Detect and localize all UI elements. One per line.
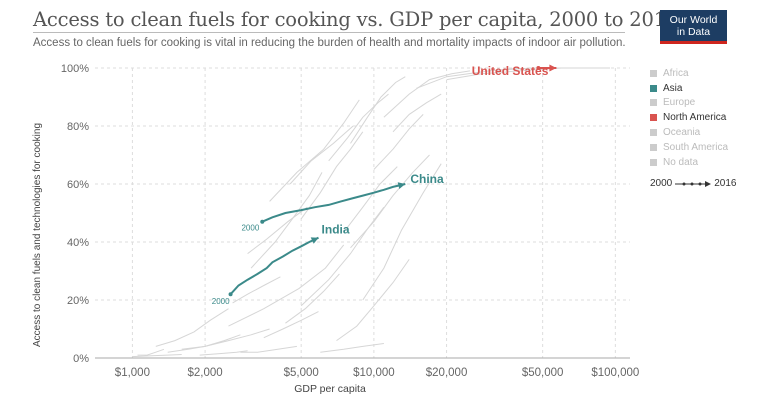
legend-item-africa[interactable]: Africa	[650, 66, 728, 81]
background-country-line	[247, 206, 308, 254]
y-axis-label: Access to clean fuels and technologies f…	[32, 123, 43, 347]
x-tick-label: $5,000	[284, 367, 319, 379]
legend-swatch	[650, 114, 657, 122]
y-tick-label: 100%	[61, 63, 89, 75]
legend-swatch	[650, 143, 657, 151]
x-tick-label: $2,000	[187, 367, 222, 379]
legend-swatch	[650, 158, 657, 166]
x-tick-label: $50,000	[522, 367, 564, 379]
background-country-line	[362, 163, 442, 301]
background-series	[132, 67, 610, 358]
highlighted-series: China 2000 India 2000 United States	[212, 64, 557, 306]
y-tick-label: 0%	[73, 353, 89, 365]
x-tick-label: $1,000	[115, 367, 150, 379]
background-country-line	[199, 350, 248, 356]
background-country-line	[137, 348, 165, 356]
owid-logo[interactable]: Our World in Data	[660, 10, 727, 44]
background-country-line	[373, 114, 424, 170]
legend-swatch	[650, 69, 657, 77]
chart-subtitle: Access to clean fuels for cooking is vit…	[33, 37, 626, 49]
background-country-line	[328, 93, 389, 162]
time-arrow-icon	[675, 180, 712, 187]
legend-item-south-america[interactable]: South America	[650, 140, 728, 155]
background-country-line	[344, 166, 398, 231]
background-country-line	[181, 328, 270, 350]
background-country-line	[228, 244, 345, 327]
background-country-line	[392, 93, 442, 133]
background-country-line	[240, 345, 297, 353]
legend-swatch	[650, 99, 657, 107]
time-legend-start: 2000	[650, 178, 673, 189]
legend-item-oceania[interactable]: Oceania	[650, 125, 728, 140]
legend-swatch	[650, 84, 657, 92]
legend-label: Asia	[663, 82, 683, 94]
x-tick-label: $100,000	[591, 367, 639, 379]
series-start-point	[260, 219, 265, 224]
axis-ticks: 0% 20% 40% 60% 80% 100% $1,000 $2,000 $5,000 $10,…	[61, 63, 639, 379]
chart-title: Access to clean fuels for cooking vs. GD…	[33, 8, 679, 31]
legend-item-no-data[interactable]: No data	[650, 155, 728, 170]
legend-label: North America	[663, 112, 727, 124]
legend-label: Oceania	[663, 127, 701, 139]
background-country-line	[263, 311, 319, 339]
time-legend: 2000 2016	[650, 178, 737, 189]
background-country-line	[446, 67, 562, 81]
series-arrow-head	[549, 64, 557, 72]
legend-item-north-america[interactable]: North America	[650, 110, 728, 125]
legend-label: Europe	[663, 97, 696, 109]
x-tick-label: $10,000	[353, 367, 395, 379]
series-start-label: 2000	[212, 297, 230, 306]
legend-label: Africa	[663, 67, 689, 79]
series-label: India	[322, 223, 350, 237]
background-country-line	[285, 273, 340, 324]
background-country-line	[350, 76, 406, 144]
legend-item-asia[interactable]: Asia	[650, 81, 728, 96]
series-arrow-head	[310, 237, 319, 244]
background-country-line	[300, 131, 364, 220]
background-country-line	[155, 308, 229, 347]
background-country-line	[383, 70, 471, 118]
logo-line2: in Data	[676, 26, 711, 38]
legend-label: South America	[663, 141, 729, 153]
series-label: United States	[472, 64, 549, 78]
legend-swatch	[650, 129, 657, 137]
background-country-line	[320, 343, 384, 353]
series-arrow-head	[397, 182, 406, 189]
series-start-point	[536, 66, 541, 70]
background-country-line	[269, 99, 360, 202]
background-country-line	[289, 125, 354, 185]
y-tick-label: 40%	[67, 237, 89, 249]
x-axis-label: GDP per capita	[294, 383, 366, 395]
series-start-label: 2000	[241, 224, 259, 233]
title-underline	[33, 32, 625, 33]
y-tick-label: 60%	[67, 179, 89, 191]
grid-lines	[95, 67, 630, 359]
logo-line1: Our World	[669, 14, 718, 26]
y-tick-label: 20%	[67, 295, 89, 307]
color-legend: Africa Asia Europe North America Oceania Sout…	[650, 66, 728, 170]
background-country-line	[336, 259, 410, 342]
series-start-point	[228, 292, 233, 297]
x-tick-label: $20,000	[426, 367, 468, 379]
legend-item-europe[interactable]: Europe	[650, 96, 728, 111]
background-country-line	[300, 206, 385, 307]
time-legend-end: 2016	[714, 178, 737, 189]
legend-label: No data	[663, 156, 699, 168]
background-country-line	[232, 276, 281, 304]
y-tick-label: 80%	[67, 121, 89, 133]
background-country-line	[167, 334, 241, 353]
series-label: China	[410, 172, 444, 186]
background-country-line	[132, 354, 182, 358]
series-line-india	[229, 236, 319, 295]
series-line-china	[261, 183, 406, 223]
